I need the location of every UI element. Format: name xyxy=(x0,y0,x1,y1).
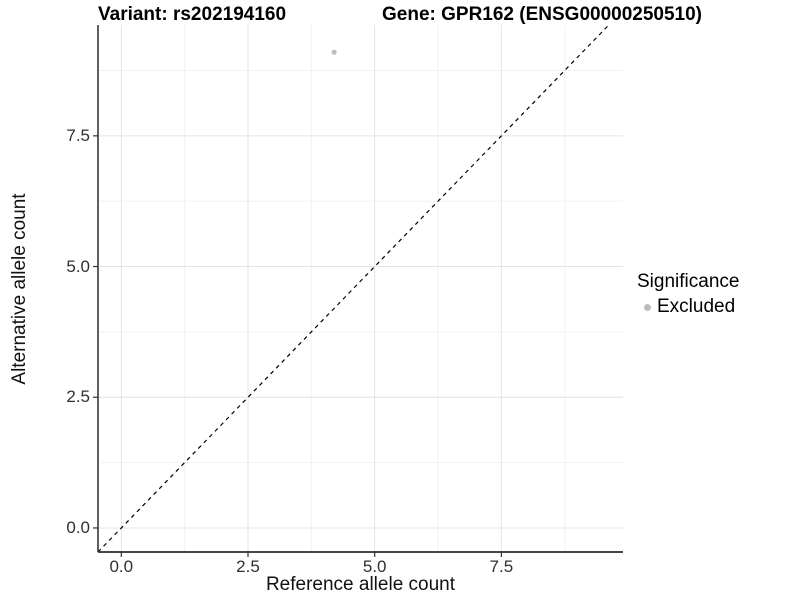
y-tick-label: 2.5 xyxy=(66,387,90,407)
y-tick-label: 7.5 xyxy=(66,125,90,145)
legend-entry-label: Excluded xyxy=(657,296,736,317)
y-tick-label: 0.0 xyxy=(66,517,90,537)
y-axis-title: Alternative allele count xyxy=(9,193,30,385)
legend-entry: Excluded xyxy=(637,296,739,318)
legend-point-icon xyxy=(644,303,651,311)
y-tick-label: 5.0 xyxy=(66,256,90,276)
legend-title: Significance xyxy=(637,271,740,292)
x-axis-title: Reference allele count xyxy=(265,574,456,595)
x-tick-label: 2.5 xyxy=(236,557,260,576)
variant-title: Variant: rs202194160 xyxy=(98,4,287,25)
x-tick-label: 7.5 xyxy=(489,557,514,576)
legend: Significance Excluded xyxy=(637,271,739,318)
identity-line xyxy=(97,24,610,553)
gene-title: Gene: GPR162 (ENSG00000250510) xyxy=(382,4,703,25)
x-tick-label: 0.0 xyxy=(109,557,134,576)
x-tick-label: 5.0 xyxy=(362,557,387,576)
data-point xyxy=(331,49,337,55)
